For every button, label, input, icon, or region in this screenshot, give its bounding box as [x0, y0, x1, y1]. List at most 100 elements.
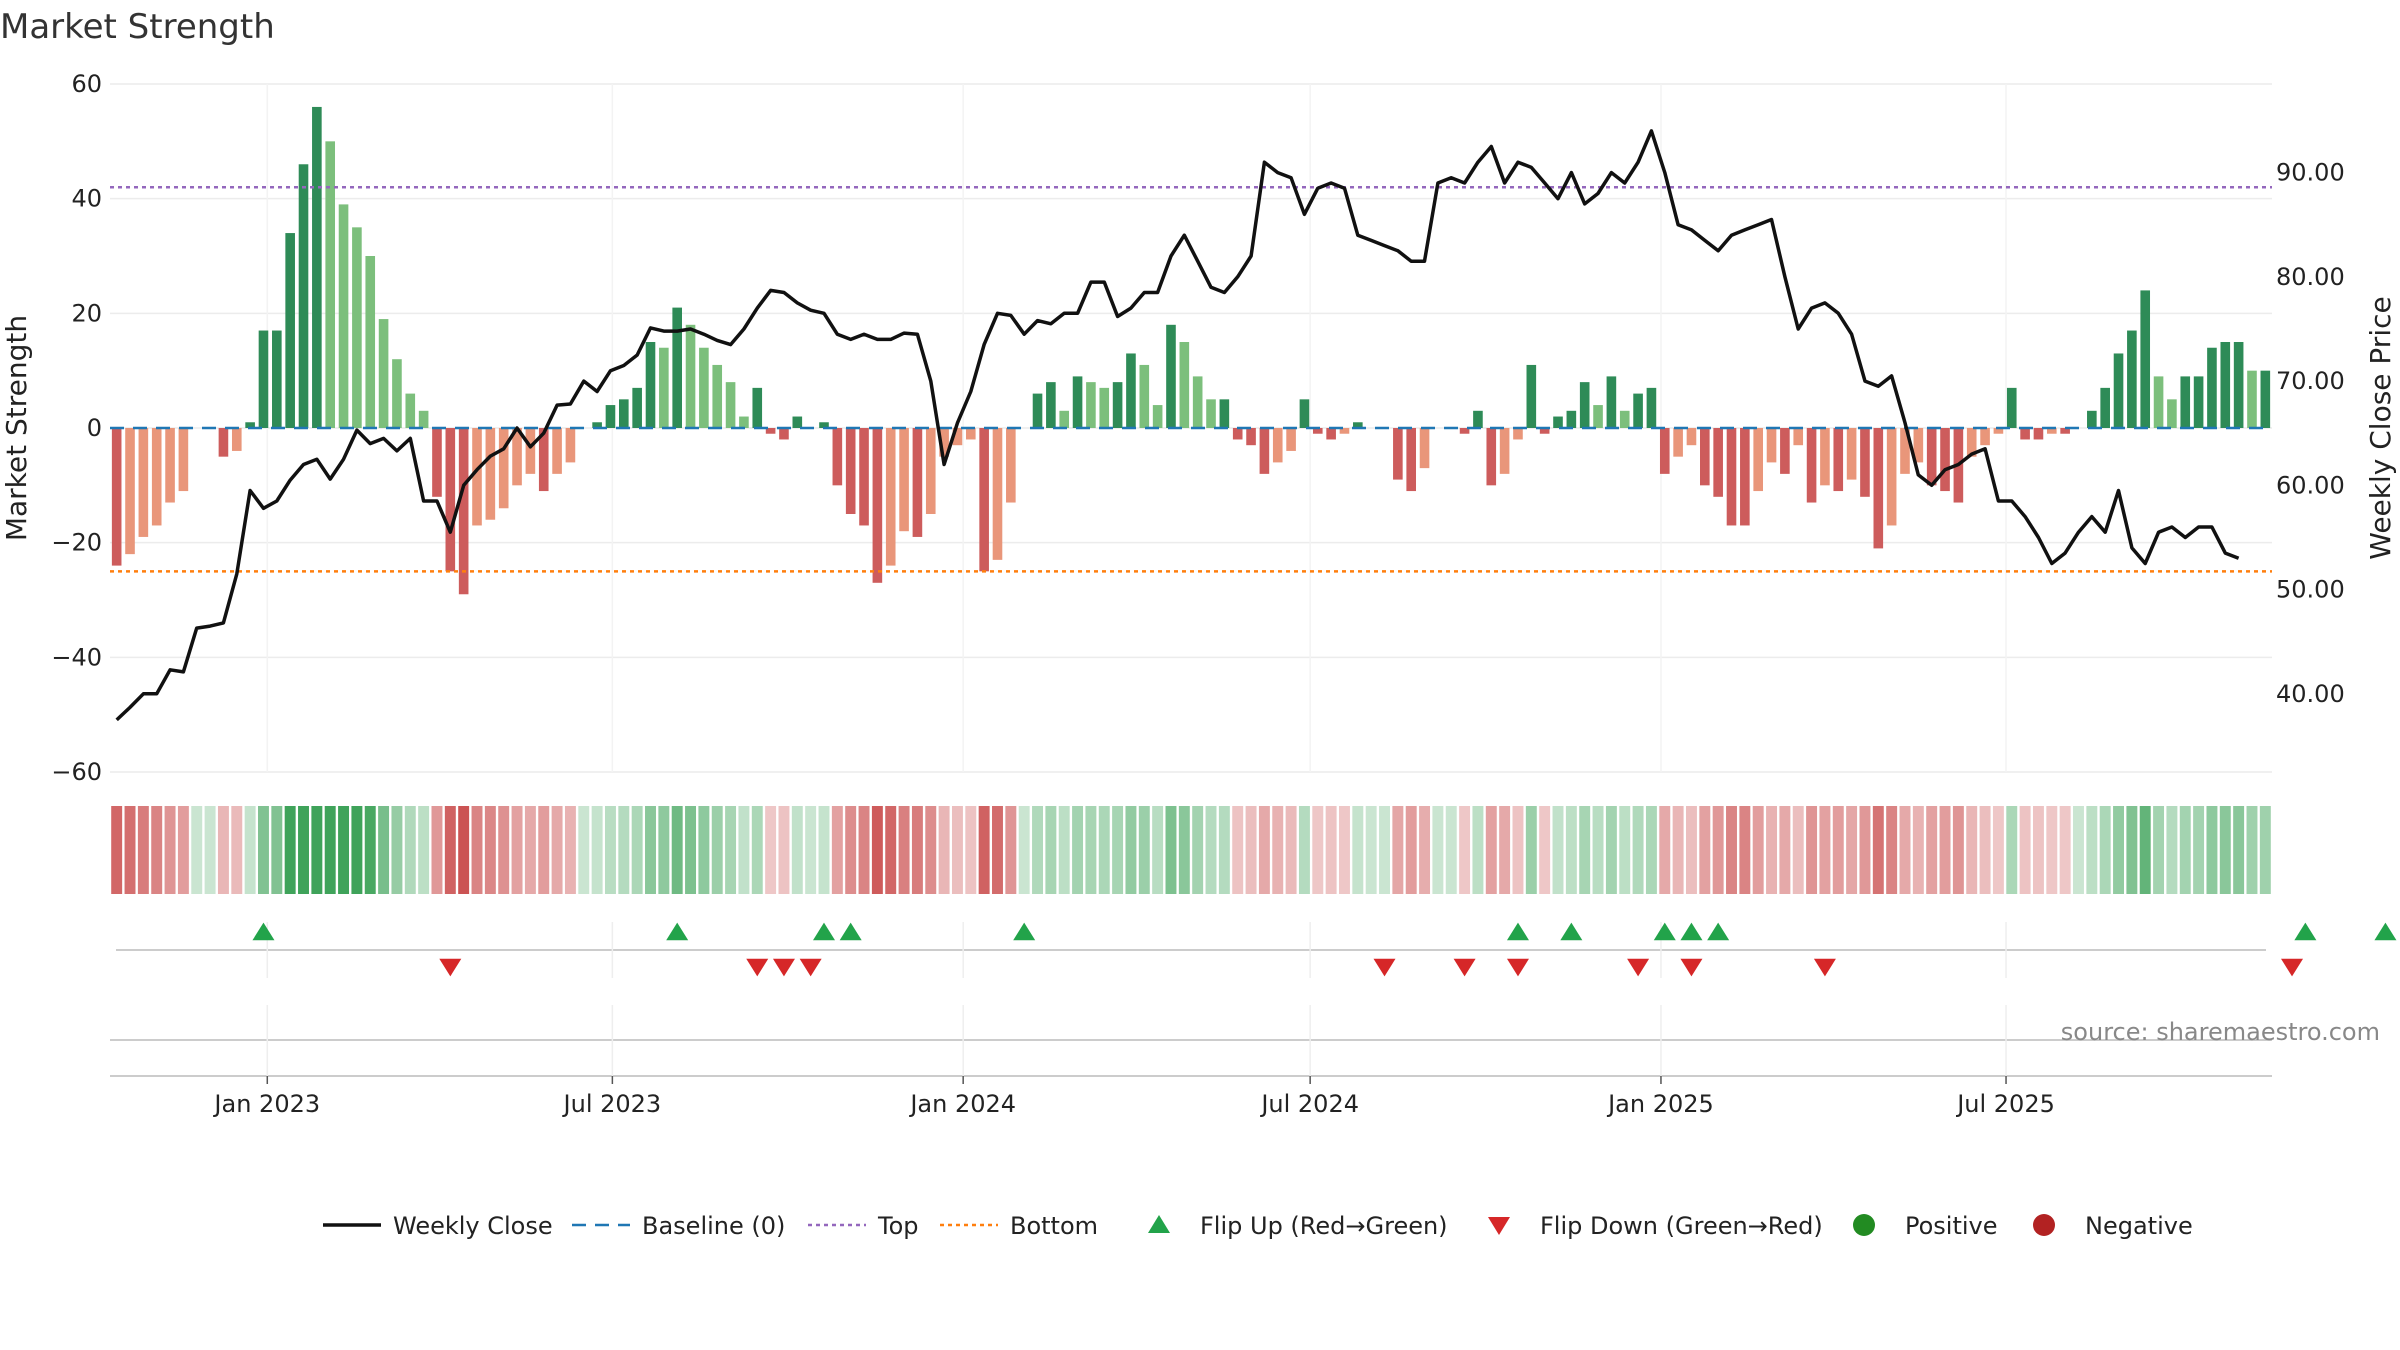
heat-cell [364, 806, 376, 894]
reference-lines [110, 185, 2272, 573]
heat-cell [1966, 806, 1978, 894]
strength-bar [1126, 353, 1136, 428]
strength-bar [1740, 428, 1750, 526]
heat-cell [698, 806, 710, 894]
legend-negative-swatch [2033, 1214, 2055, 1236]
strength-bar [552, 428, 562, 474]
heat-cell [2259, 806, 2271, 894]
flip-down-marker [1813, 958, 1836, 977]
heat-cell [1205, 806, 1217, 894]
heat-cell [1112, 806, 1124, 894]
strength-bar [725, 382, 736, 428]
heat-cell [1192, 806, 1204, 894]
heat-cell [2046, 806, 2058, 894]
strength-bar [1259, 428, 1270, 474]
strength-bar [378, 319, 389, 428]
heat-cell [791, 806, 803, 894]
strength-bar [138, 428, 149, 537]
heat-cell [111, 806, 123, 894]
heat-cell [845, 806, 857, 894]
heat-cell [1178, 806, 1190, 894]
x-tick-label: Jul 2024 [1259, 1090, 1359, 1118]
strength-bar [312, 106, 322, 428]
heat-cell [338, 806, 350, 894]
heat-cell [1325, 806, 1337, 894]
strength-bar [2127, 330, 2137, 428]
heat-cell [2059, 806, 2071, 894]
heat-cell [938, 806, 950, 894]
strength-bar [1339, 428, 1350, 434]
heat-cell [1138, 806, 1150, 894]
strength-bar [1046, 382, 1056, 428]
strength-bar [1686, 428, 1697, 446]
heat-cell [778, 806, 790, 894]
strength-bar [699, 347, 709, 428]
y-axis-label: Market Strength [0, 315, 33, 541]
heat-cell [2166, 806, 2178, 894]
strength-bar [1539, 428, 1550, 434]
legend-flip-down-swatch [1488, 1217, 1510, 1235]
strength-bar [432, 428, 442, 497]
strength-bar [965, 428, 976, 440]
heat-cell [538, 806, 550, 894]
flip-down-marker [1506, 958, 1529, 977]
heat-cell [1979, 806, 1991, 894]
chart-title: Market Strength [0, 7, 275, 47]
heat-cell [177, 806, 189, 894]
legend-label: Positive [1905, 1212, 1998, 1240]
heat-cell [1525, 806, 1537, 894]
strength-bar [1312, 428, 1323, 434]
strength-bar [1272, 428, 1283, 463]
heat-cell [137, 806, 149, 894]
flip-down-marker [1453, 958, 1476, 977]
heat-cell [1992, 806, 2004, 894]
strength-bar [1806, 428, 1817, 503]
strength-bar [405, 393, 416, 428]
strength-bar [1820, 428, 1830, 486]
strength-bar [1900, 428, 1910, 474]
heat-cell [311, 806, 323, 894]
legend-label: Top [877, 1212, 919, 1240]
heat-cell [765, 806, 777, 894]
heat-cell [1298, 806, 1310, 894]
heat-cell [271, 806, 283, 894]
heat-cell [1605, 806, 1617, 894]
heat-cell [1419, 806, 1431, 894]
strength-bar [1993, 428, 2004, 434]
heat-cell [1579, 806, 1591, 894]
strength-bar [1072, 376, 1083, 428]
heat-cell [471, 806, 483, 894]
heat-cell [604, 806, 616, 894]
heat-cell [1685, 806, 1697, 894]
heat-cell [324, 806, 336, 894]
strength-bar [1940, 428, 1950, 492]
strength-bar [1059, 410, 1070, 428]
heat-cell [578, 806, 590, 894]
heat-cell [1619, 806, 1631, 894]
strength-bar [325, 141, 336, 429]
strength-bar [245, 422, 255, 428]
heat-cell [618, 806, 630, 894]
strength-bar [712, 364, 723, 428]
heat-cell [965, 806, 977, 894]
strength-bar [1619, 410, 1630, 428]
strength-bar [2167, 399, 2177, 428]
heat-cell [404, 806, 416, 894]
flip-down-marker [746, 958, 769, 977]
x-axis-ticks: Jan 2023 Jul 2023 Jan 2024 Jul 2024 Jan 2025… [212, 1076, 2055, 1118]
flip-down-marker [799, 958, 822, 977]
heat-cell [1472, 806, 1484, 894]
y2-tick-label: 60.00 [2276, 471, 2345, 499]
heat-cell [805, 806, 817, 894]
heat-cell [1886, 806, 1898, 894]
heat-cell [1459, 806, 1471, 894]
y2-tick-label: 70.00 [2276, 367, 2345, 395]
strength-bar [1793, 428, 1804, 446]
strength-bar [338, 204, 349, 428]
flip-down-marker [1627, 958, 1650, 977]
strength-bar [1566, 410, 1577, 428]
legend-label: Flip Down (Green→Red) [1540, 1212, 1823, 1240]
heat-cell [2246, 806, 2258, 894]
heat-cell [1499, 806, 1511, 894]
